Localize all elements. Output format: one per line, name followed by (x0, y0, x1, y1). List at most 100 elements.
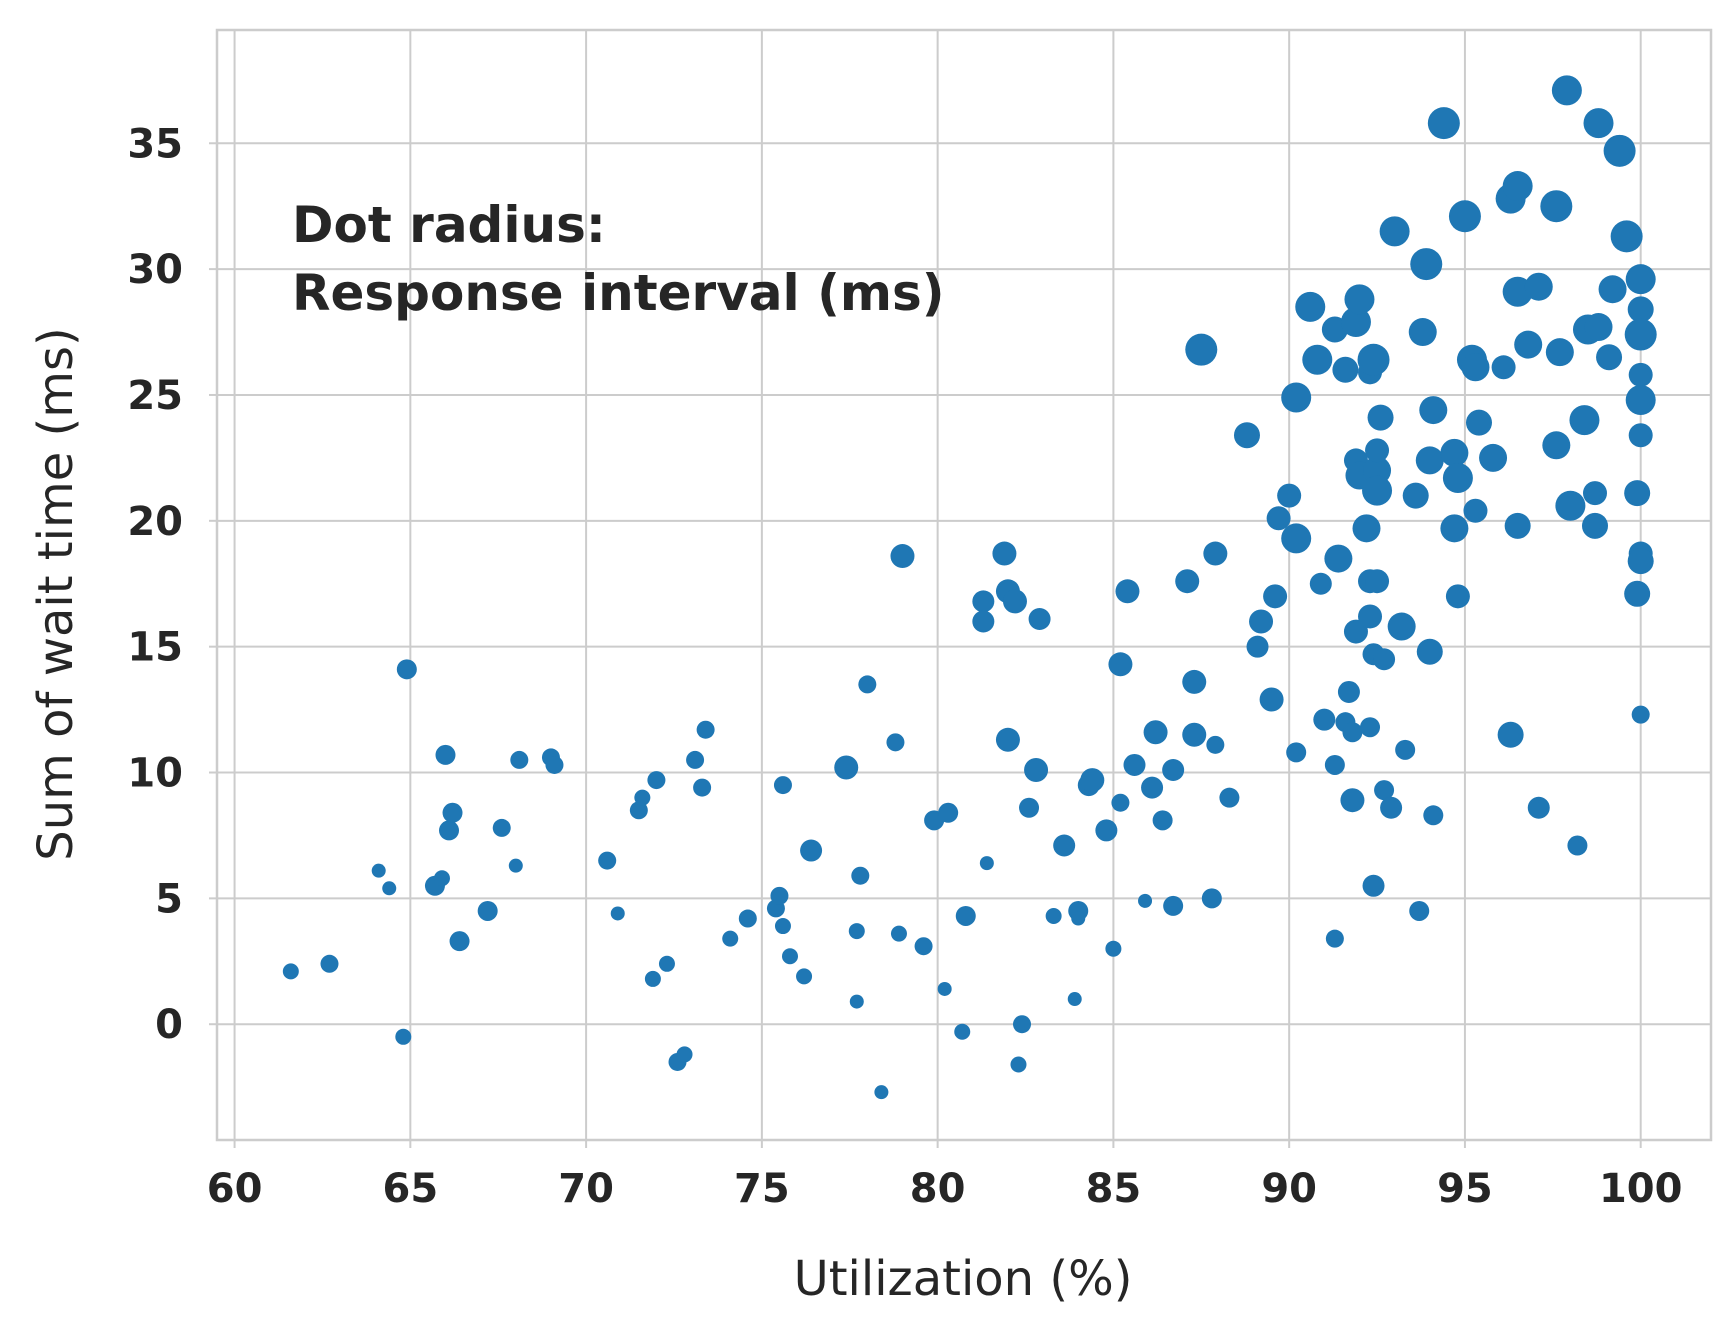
data-point (851, 866, 870, 885)
data-point (834, 755, 859, 780)
data-point (781, 948, 798, 965)
data-point (1567, 835, 1588, 856)
data-point (1141, 776, 1164, 799)
data-point (1402, 482, 1429, 509)
data-point (1380, 796, 1403, 819)
data-point (686, 750, 705, 769)
data-point (1360, 717, 1381, 738)
data-point (1582, 481, 1607, 506)
data-point (1182, 669, 1207, 694)
data-point (848, 923, 865, 940)
y-tick-label: 0 (155, 1002, 183, 1048)
data-point (1423, 805, 1444, 826)
data-point (1362, 874, 1385, 897)
data-point (1080, 768, 1105, 793)
data-point (1410, 248, 1443, 281)
data-point (1610, 220, 1643, 253)
data-point (1246, 635, 1269, 658)
data-point (1583, 108, 1614, 139)
data-point (1019, 797, 1040, 818)
data-point (1627, 296, 1654, 323)
data-point (1342, 722, 1363, 743)
data-point (1584, 313, 1613, 342)
y-tick-label: 15 (127, 625, 183, 671)
data-point (1628, 423, 1653, 448)
y-tick-labels: 0 5 10 15 20 25 30 35 (127, 121, 183, 1048)
data-point (435, 744, 456, 765)
data-point (1627, 548, 1654, 575)
y-tick-label: 25 (127, 373, 183, 419)
data-point (1343, 619, 1368, 644)
data-point (1203, 541, 1228, 566)
data-point (1152, 810, 1173, 831)
data-points (282, 75, 1657, 1100)
data-point (1502, 171, 1533, 202)
data-point (1373, 648, 1396, 671)
y-tick-label: 20 (127, 499, 183, 545)
y-tick-label: 30 (127, 247, 183, 293)
data-point (1105, 940, 1122, 957)
data-point (1302, 344, 1333, 375)
data-point (1010, 1056, 1027, 1073)
annotation-line-2: Response interval (ms) (292, 264, 945, 322)
data-point (1542, 431, 1571, 460)
data-point (1527, 796, 1550, 819)
data-point (647, 771, 666, 790)
data-point (693, 778, 712, 797)
annotation-line-1: Dot radius: (292, 196, 606, 254)
y-tick-label: 35 (127, 121, 183, 167)
data-point (1358, 604, 1383, 629)
data-point (477, 900, 498, 921)
data-point (773, 776, 792, 795)
data-point (1395, 739, 1416, 760)
data-point (1491, 355, 1516, 380)
data-point (1419, 396, 1448, 425)
x-tick-label: 80 (910, 1166, 966, 1212)
data-point (1095, 819, 1118, 842)
x-tick-label: 60 (207, 1166, 263, 1212)
data-point (1367, 404, 1394, 431)
data-point (282, 963, 299, 980)
data-point (890, 925, 907, 942)
data-point (886, 733, 905, 752)
data-point (1362, 475, 1393, 506)
data-point (1053, 834, 1076, 857)
data-point (954, 1023, 971, 1040)
data-point (1624, 480, 1651, 507)
data-point (1175, 569, 1200, 594)
data-point (1504, 512, 1531, 539)
data-point (955, 905, 976, 926)
data-point (1324, 544, 1353, 573)
y-tick-label: 10 (127, 751, 183, 797)
data-point (1445, 584, 1470, 609)
data-point (1115, 579, 1140, 604)
data-point (1463, 498, 1488, 523)
data-point (774, 918, 791, 935)
data-point (1497, 721, 1524, 748)
data-point (1259, 687, 1284, 712)
data-point (1332, 356, 1359, 383)
data-point (796, 968, 813, 985)
data-point (1352, 514, 1381, 543)
data-point (1206, 735, 1225, 754)
data-point (858, 675, 877, 694)
data-point (1545, 338, 1574, 367)
data-point (1551, 75, 1582, 106)
data-point (800, 839, 823, 862)
data-point (1416, 638, 1443, 665)
data-point (1233, 422, 1260, 449)
data-point (676, 1046, 693, 1063)
data-point (1596, 344, 1623, 371)
data-point (1628, 362, 1653, 387)
x-tick-label: 75 (734, 1166, 790, 1212)
data-point (320, 954, 339, 973)
data-point (1024, 758, 1049, 782)
data-point (1357, 343, 1390, 376)
x-tick-label: 95 (1437, 1166, 1493, 1212)
data-point (1365, 438, 1390, 463)
data-point (1201, 888, 1222, 909)
data-point (1111, 793, 1130, 812)
data-point (1045, 907, 1062, 924)
data-point (396, 659, 417, 680)
data-point (1028, 607, 1051, 630)
